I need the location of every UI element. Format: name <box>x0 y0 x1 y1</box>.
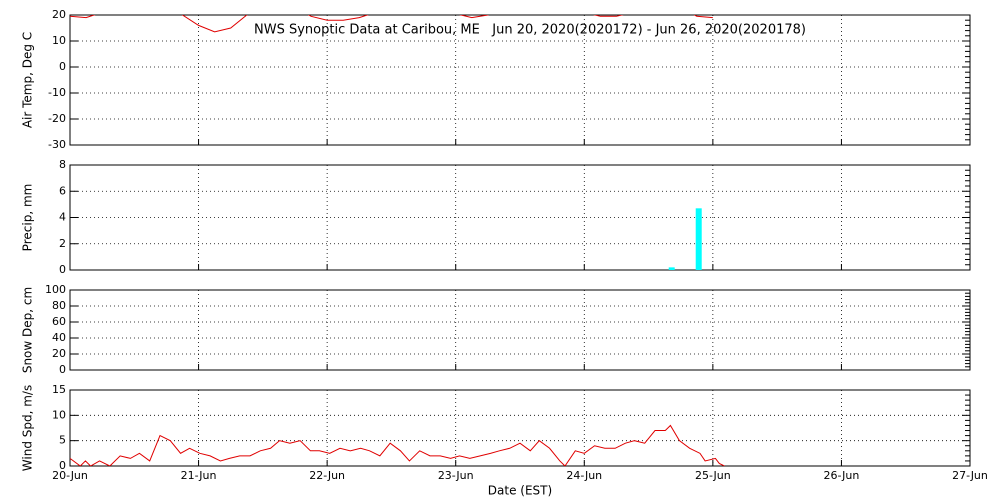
y-axis-label: Snow Dep, cm <box>21 287 35 373</box>
plot-frame <box>69 289 971 371</box>
bar <box>695 208 702 270</box>
y-tick-label: 80 <box>52 299 66 312</box>
bar <box>668 267 675 270</box>
data-line <box>70 15 713 33</box>
y-axis-label: Air Temp, Deg C <box>21 32 35 128</box>
y-tick-label: 4 <box>59 211 66 224</box>
x-tick-label: 22-Jun <box>309 469 345 482</box>
y-tick-label: 20 <box>52 347 66 360</box>
y-axis-label: Wind Spd, m/s <box>21 385 35 471</box>
x-tick-label: 27-Jun <box>952 469 988 482</box>
y-tick-label: 20 <box>52 8 66 21</box>
x-axis-label: Date (EST) <box>488 484 552 498</box>
y-tick-label: 0 <box>59 263 66 276</box>
y-tick-label: 10 <box>52 34 66 47</box>
x-tick-label: 20-Jun <box>52 469 88 482</box>
x-tick-label: 24-Jun <box>566 469 602 482</box>
y-tick-label: 6 <box>59 184 66 197</box>
y-tick-label: -30 <box>48 138 66 151</box>
y-tick-label: 8 <box>59 158 66 171</box>
y-tick-label: 10 <box>52 408 66 421</box>
y-tick-label: 0 <box>59 60 66 73</box>
plot-frame <box>69 389 971 467</box>
x-tick-label: 23-Jun <box>438 469 474 482</box>
y-tick-label: 60 <box>52 315 66 328</box>
y-tick-label: 15 <box>52 383 66 396</box>
y-axis-label: Precip, mm <box>21 184 35 252</box>
y-tick-label: 0 <box>59 363 66 376</box>
chart-title: NWS Synoptic Data at Caribou, ME Jun 20,… <box>254 23 806 38</box>
y-tick-label: -20 <box>48 112 66 125</box>
x-tick-label: 25-Jun <box>695 469 731 482</box>
y-tick-label: -10 <box>48 86 66 99</box>
data-line <box>70 424 725 466</box>
y-tick-label: 2 <box>59 237 66 250</box>
x-tick-label: 21-Jun <box>181 469 217 482</box>
plot-frame <box>69 14 971 146</box>
y-tick-label: 5 <box>59 434 66 447</box>
x-tick-label: 26-Jun <box>824 469 860 482</box>
y-tick-label: 0 <box>59 459 66 472</box>
plot-frame <box>69 164 971 271</box>
y-tick-label: 100 <box>45 283 66 296</box>
y-tick-label: 40 <box>52 331 66 344</box>
